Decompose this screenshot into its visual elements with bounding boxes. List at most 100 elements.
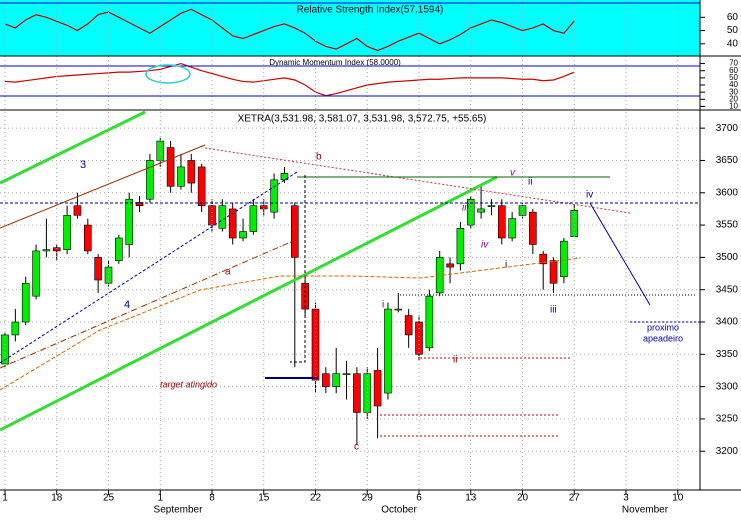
y-tick-label: 3500 <box>716 252 739 263</box>
annotation: target atingido <box>160 379 217 389</box>
indicator-line <box>4 62 575 97</box>
trend-line <box>0 144 206 229</box>
candle-body <box>104 266 113 284</box>
indicator-line <box>4 8 575 52</box>
dmi-panel <box>0 58 700 110</box>
x-tick-label: 10 <box>672 493 684 504</box>
drawings <box>0 110 700 437</box>
y-tick-label: 60 <box>727 12 739 23</box>
candle-body <box>332 373 341 387</box>
candle-body <box>63 215 71 250</box>
x-tick-label: 1 <box>157 493 163 504</box>
y-tick-label: 40 <box>729 80 738 89</box>
y-tick-label: 70 <box>729 59 738 68</box>
y-tick-label: 50 <box>729 73 738 82</box>
x-tick-label: 13 <box>465 493 477 504</box>
trend-line <box>0 171 298 364</box>
annotation: v <box>510 168 516 179</box>
x-tick-label: 15 <box>258 493 270 504</box>
candle-body <box>529 211 537 245</box>
candle-body <box>42 249 51 252</box>
dmi-title: Dynamic Momentum Index (58.0000) <box>269 58 401 67</box>
trend-line <box>0 175 498 432</box>
candle-body <box>456 228 465 265</box>
highlight-ellipse <box>145 64 191 84</box>
candle-body <box>166 147 175 187</box>
annotation: iv <box>586 190 593 201</box>
moving-average <box>0 257 581 391</box>
annotation: iii <box>550 305 557 316</box>
x-tick-label: 18 <box>51 493 63 504</box>
candle-body <box>146 160 154 200</box>
x-tick-label: 27 <box>569 493 581 504</box>
x-tick-label: 22 <box>310 493 322 504</box>
x-tick-label: 3 <box>623 493 629 504</box>
candle-body <box>32 250 40 297</box>
candle-body <box>363 373 372 413</box>
annotation: i <box>382 300 384 311</box>
y-tick-label: 3300 <box>716 381 739 392</box>
candle-body <box>353 373 361 413</box>
candle-body <box>239 231 247 239</box>
y-tick-label: 3650 <box>716 155 739 166</box>
candle-body <box>394 308 403 311</box>
candle-body <box>115 237 123 261</box>
annotation: proximo <box>647 322 679 332</box>
main-title: XETRA(3,531.98, 3,581.07, 3,531.98, 3,57… <box>238 114 487 125</box>
month-label: September <box>154 505 204 516</box>
annotation: apeadeiro <box>643 333 683 343</box>
candle-body <box>73 205 82 216</box>
y-tick-label: 3700 <box>716 123 739 134</box>
month-label: October <box>381 505 417 516</box>
annotation: iv <box>481 240 489 251</box>
y-tick-label: 3200 <box>716 446 739 457</box>
candle-body <box>322 373 330 387</box>
y-tick-label: 10 <box>729 102 738 111</box>
annotation: 4 <box>124 299 130 311</box>
candle-body <box>425 295 434 349</box>
rsi-panel <box>0 0 700 56</box>
candle-body <box>290 205 299 258</box>
candle-body <box>342 373 351 375</box>
projection-line <box>589 202 651 306</box>
y-tick-label: 30 <box>729 87 738 96</box>
candle-body <box>560 240 568 278</box>
month-label: November <box>622 505 669 516</box>
candle-body <box>270 179 278 213</box>
measure-line <box>290 175 306 363</box>
candle-body <box>197 166 206 206</box>
candle-body <box>384 308 392 394</box>
y-tick-label: 3450 <box>716 284 739 295</box>
candle-body <box>487 205 496 207</box>
candle-body <box>508 218 516 239</box>
x-tick-label: 6 <box>416 493 422 504</box>
candle-body <box>52 247 61 252</box>
annotation: b <box>316 152 322 163</box>
annotation: 3 <box>80 159 86 171</box>
candle-body <box>446 263 454 268</box>
annotation: ii <box>453 355 457 366</box>
candle-body <box>11 321 20 336</box>
candle-body <box>280 173 289 181</box>
candle-body <box>135 202 144 206</box>
annotations: 3 4 a b c i ii iii iv v i ii iii iv targ… <box>80 152 683 453</box>
x-tick-label: 29 <box>362 493 374 504</box>
candle-body <box>549 260 558 284</box>
candle-body <box>218 205 227 229</box>
y-tick-label: 50 <box>727 25 739 36</box>
candle-body <box>125 198 133 245</box>
y-tick-label: 60 <box>729 66 738 75</box>
candle-body <box>208 205 216 226</box>
candle-body <box>477 208 485 213</box>
candle-body <box>156 140 165 161</box>
candle-body <box>187 160 196 184</box>
annotation: a <box>225 267 231 278</box>
y-tick-label: 3350 <box>716 349 739 360</box>
candle-body <box>373 370 382 407</box>
y-tick-label: 3600 <box>716 187 739 198</box>
rsi-title: Relative Strength Index(57.1594) <box>297 5 444 16</box>
candle-body <box>84 224 92 252</box>
x-tick-label: 8 <box>209 493 215 504</box>
candle-body <box>249 205 258 232</box>
